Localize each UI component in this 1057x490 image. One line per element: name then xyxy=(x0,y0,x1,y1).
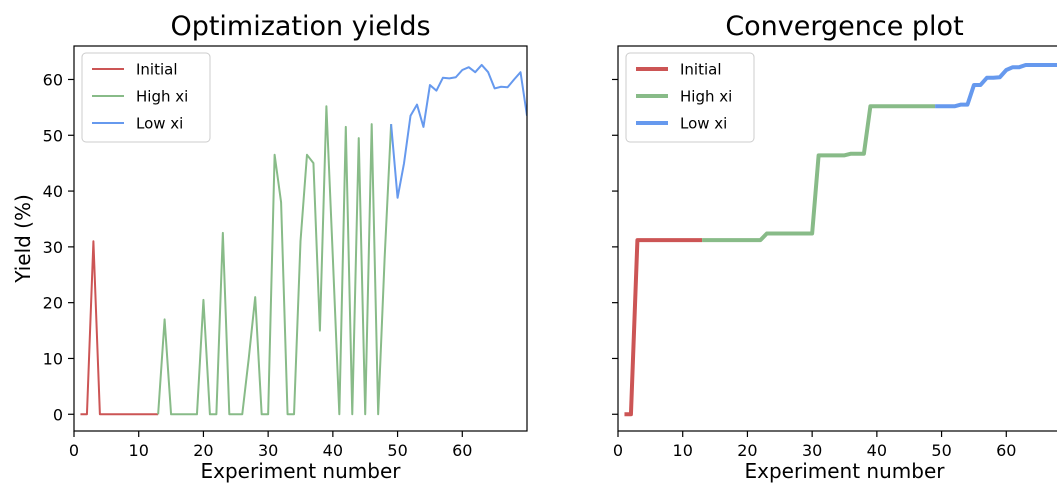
x-tick-label: 50 xyxy=(387,441,407,460)
legend: Initial High xi Low xi xyxy=(625,52,755,143)
x-axis-label: Experiment number xyxy=(745,459,946,483)
x-tick-label: 20 xyxy=(193,441,213,460)
series-line-initial xyxy=(624,238,703,417)
series-line-low-xi xyxy=(390,63,527,199)
legend: Initial High xi Low xi xyxy=(81,52,211,143)
y-axis-label: Yield (%) xyxy=(11,194,35,284)
axes-frame xyxy=(617,45,1057,432)
legend-label: Initial xyxy=(680,61,722,79)
legend-label: Initial xyxy=(136,61,178,79)
x-tick-label: 10 xyxy=(673,441,693,460)
legend-label: High xi xyxy=(680,88,732,106)
x-tick-label: 50 xyxy=(931,441,951,460)
legend-label: High xi xyxy=(136,88,188,106)
y-tick-label: 60 xyxy=(43,70,63,89)
series-line-initial xyxy=(80,240,159,416)
x-tick-label: 30 xyxy=(802,441,822,460)
x-tick-label: 10 xyxy=(129,441,149,460)
x-tick-label: 60 xyxy=(996,441,1016,460)
y-tick-label: 10 xyxy=(43,349,63,368)
x-tick-label: 30 xyxy=(258,441,278,460)
series-line-high-xi xyxy=(157,105,393,416)
y-tick-label: 40 xyxy=(43,182,63,201)
chart-panel-2: 0 10 20 30 40 50 60 Convergence plot Experiment … xyxy=(612,11,1057,483)
x-tick-label: 40 xyxy=(867,441,887,460)
x-tick-label: 0 xyxy=(69,441,79,460)
legend-label: Low xi xyxy=(680,115,727,133)
x-tick-label: 40 xyxy=(323,441,343,460)
chart-panel-1: 0 10 20 30 40 50 60 0 10 20 30 40 50 60 Optimization y… xyxy=(11,11,528,483)
legend-label: Low xi xyxy=(136,115,183,133)
series-line-high-xi xyxy=(702,104,936,243)
x-tick-label: 0 xyxy=(613,441,623,460)
chart-title: Convergence plot xyxy=(725,11,963,42)
x-tick-label: 20 xyxy=(737,441,757,460)
series-group xyxy=(624,62,1057,417)
y-tick-label: 20 xyxy=(43,294,63,313)
series-group xyxy=(80,63,527,416)
y-tick-label: 50 xyxy=(43,126,63,145)
legend-box xyxy=(625,52,755,143)
x-tick-label: 60 xyxy=(452,441,472,460)
y-tick-label: 30 xyxy=(43,238,63,257)
x-axis-label: Experiment number xyxy=(201,459,402,483)
legend-box xyxy=(81,52,211,143)
axes-frame xyxy=(73,45,528,432)
series-line-low-xi xyxy=(935,62,1057,109)
chart-title: Optimization yields xyxy=(170,11,430,42)
y-tick-label: 0 xyxy=(53,405,63,424)
